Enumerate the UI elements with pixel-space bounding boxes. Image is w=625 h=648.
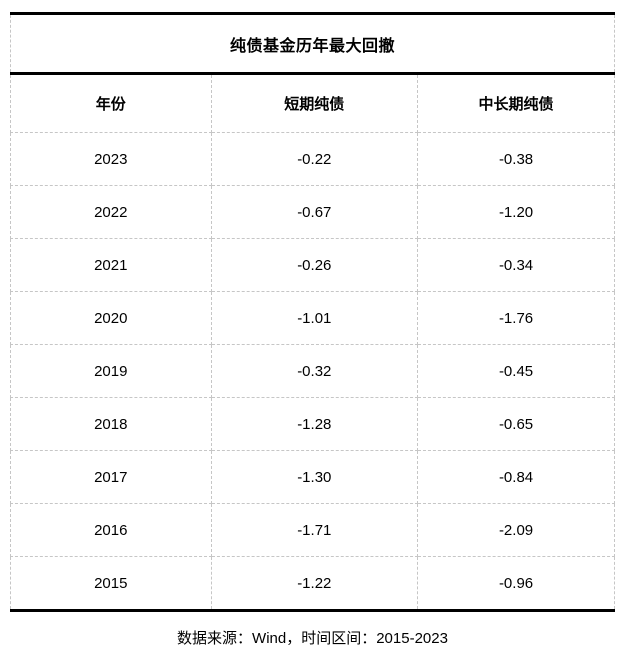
short-term-value-cell: -1.22 xyxy=(210,556,419,611)
year-cell: 2016 xyxy=(10,503,212,557)
year-cell: 2015 xyxy=(10,556,212,611)
short-term-value-cell: -0.22 xyxy=(210,132,419,186)
short-term-value-cell: -1.01 xyxy=(210,291,419,345)
table-row: 2019 -0.32 -0.45 xyxy=(10,344,615,398)
mid-long-term-value-cell: -0.38 xyxy=(417,132,615,186)
mid-long-term-value-cell: -0.96 xyxy=(417,556,615,611)
mid-long-term-value-cell: -0.65 xyxy=(417,397,615,451)
short-term-value-cell: -1.28 xyxy=(210,397,419,451)
table-body: 2023 -0.22 -0.38 2022 -0.67 -1.20 2021 -0.26 -0.… xyxy=(10,132,615,611)
year-cell: 2020 xyxy=(10,291,212,345)
year-cell: 2018 xyxy=(10,397,212,451)
table-row: 2023 -0.22 -0.38 xyxy=(10,132,615,186)
title-row: 纯债基金历年最大回撤 xyxy=(10,13,615,75)
table-row: 2016 -1.71 -2.09 xyxy=(10,503,615,557)
mid-long-term-value-cell: -1.76 xyxy=(417,291,615,345)
table-row: 2021 -0.26 -0.34 xyxy=(10,238,615,292)
column-header-short-term-bond: 短期纯债 xyxy=(210,73,419,133)
short-term-value-cell: -0.26 xyxy=(210,238,419,292)
year-cell: 2023 xyxy=(10,132,212,186)
mid-long-term-value-cell: -0.84 xyxy=(417,450,615,504)
table-row: 2018 -1.28 -0.65 xyxy=(10,397,615,451)
year-cell: 2021 xyxy=(10,238,212,292)
mid-long-term-value-cell: -2.09 xyxy=(417,503,615,557)
header-row: 年份 短期纯债 中长期纯债 xyxy=(10,73,615,133)
column-header-mid-long-term-bond: 中长期纯债 xyxy=(417,73,615,133)
year-cell: 2019 xyxy=(10,344,212,398)
mid-long-term-value-cell: -0.45 xyxy=(417,344,615,398)
page: 纯债基金历年最大回撤 年份 短期纯债 中长期纯债 2023 -0.22 -0.38 2… xyxy=(10,12,615,647)
short-term-value-cell: -0.32 xyxy=(210,344,419,398)
year-cell: 2022 xyxy=(10,185,212,239)
table-row: 2017 -1.30 -0.84 xyxy=(10,450,615,504)
table-title: 纯债基金历年最大回撤 xyxy=(10,13,615,75)
short-term-value-cell: -1.71 xyxy=(210,503,419,557)
table-row: 2020 -1.01 -1.76 xyxy=(10,291,615,345)
data-source-note: 数据来源：Wind，时间区间：2015-2023 xyxy=(177,630,448,647)
year-cell: 2017 xyxy=(10,450,212,504)
column-header-year: 年份 xyxy=(10,73,212,133)
table-row: 2015 -1.22 -0.96 xyxy=(10,556,615,611)
mid-long-term-value-cell: -0.34 xyxy=(417,238,615,292)
drawdown-table: 纯债基金历年最大回撤 年份 短期纯债 中长期纯债 2023 -0.22 -0.38 2… xyxy=(10,12,615,612)
table-row: 2022 -0.67 -1.20 xyxy=(10,185,615,239)
mid-long-term-value-cell: -1.20 xyxy=(417,185,615,239)
short-term-value-cell: -0.67 xyxy=(210,185,419,239)
short-term-value-cell: -1.30 xyxy=(210,450,419,504)
